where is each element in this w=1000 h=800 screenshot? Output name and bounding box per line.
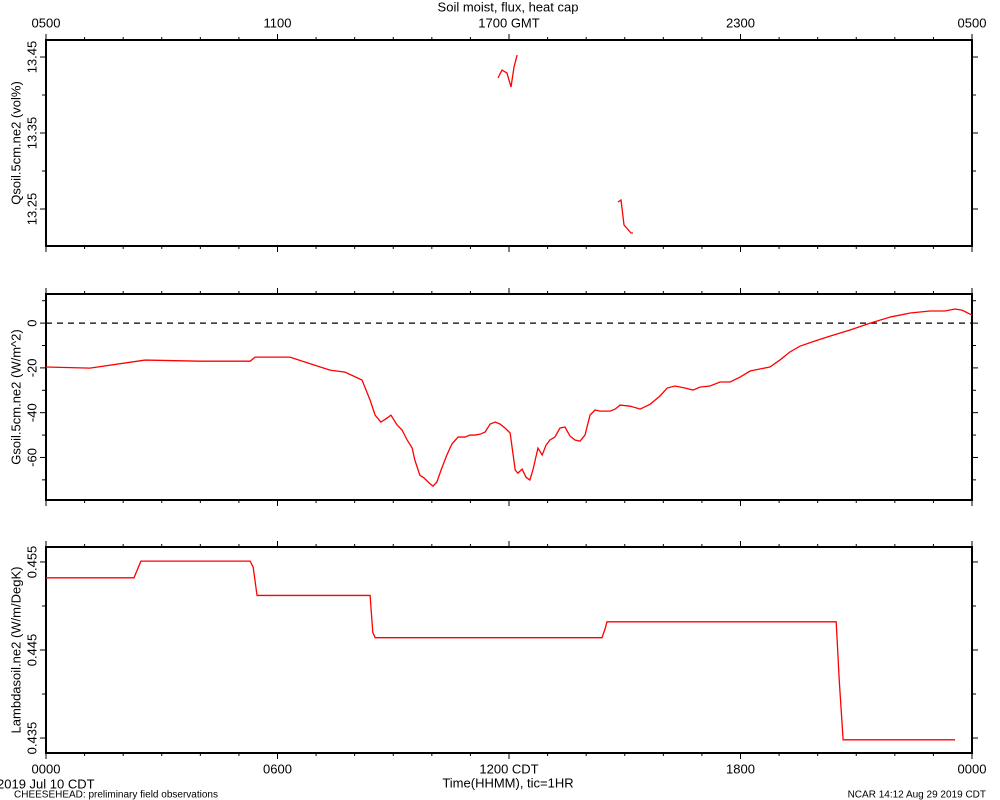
plot-frame — [45, 39, 973, 247]
x2-tick-label: 0500 — [958, 15, 987, 30]
y-tick-label: 0.435 — [24, 722, 39, 755]
y-axis-label: Gsoil.5cm.ne2 (W/m^2) — [8, 329, 23, 464]
y-tick-label: 0 — [24, 319, 39, 326]
date-label: 2019 Jul 10 CDT — [0, 776, 95, 791]
y-tick-label: -40 — [24, 403, 39, 422]
x-tick-label: 0000 — [32, 761, 61, 776]
data-line — [497, 54, 634, 234]
x-tick-label: 1200 CDT — [479, 761, 538, 776]
y-axis-label: Qsoil.5cm.ne2 (vol%) — [8, 81, 23, 205]
y-axis-label: Lambdasoil.ne2 (W/m/DegK) — [8, 567, 23, 734]
y-tick-label: 13.25 — [24, 193, 39, 226]
x2-tick-label: 2300 — [726, 15, 755, 30]
x-tick-label: 0000 — [958, 761, 987, 776]
x-axis-label: Time(HHMM), tic=1HR — [442, 775, 573, 790]
footer-left: CHEESEHEAD: preliminary field observatio… — [14, 790, 218, 800]
plot-frame — [45, 293, 973, 501]
data-line — [45, 308, 973, 488]
x2-tick-label: 0500 — [32, 15, 61, 30]
data-line — [46, 560, 956, 741]
plot-frame — [45, 546, 973, 754]
y-tick-label: 13.35 — [24, 117, 39, 150]
y-tick-label: -60 — [24, 448, 39, 467]
chart-title: Soil moist, flux, heat cap — [438, 0, 579, 14]
footer-right: NCAR 14:12 Aug 29 2019 CDT — [848, 790, 986, 800]
x2-tick-label: 1700 GMT — [478, 15, 539, 30]
x-tick-label: 0600 — [263, 761, 292, 776]
x2-tick-label: 1100 — [264, 15, 292, 30]
y-tick-label: 0.455 — [24, 546, 39, 579]
y-tick-label: 0.445 — [24, 634, 39, 667]
x-tick-label: 1800 — [726, 761, 755, 776]
y-tick-label: 13.45 — [24, 41, 39, 74]
y-tick-label: -20 — [24, 358, 39, 377]
